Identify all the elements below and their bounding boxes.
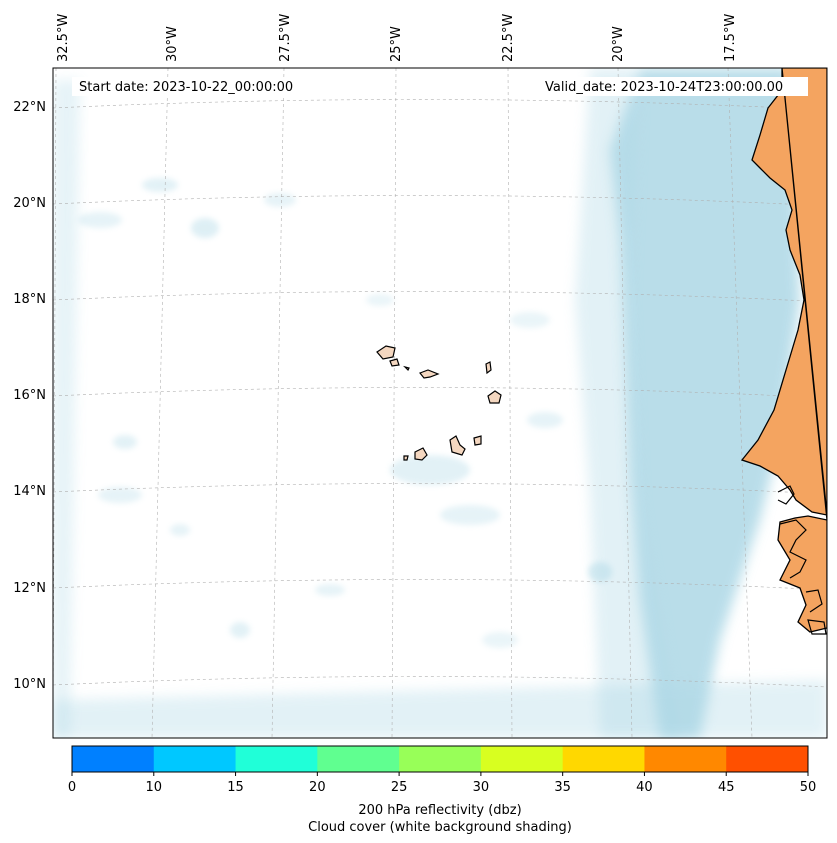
lon-label: 20°W (611, 26, 626, 62)
meridian-20w (617, 68, 633, 738)
colorbar-label-line1: 200 hPa reflectivity (dbz) (358, 803, 521, 818)
cloud-band-west (53, 80, 80, 738)
lon-label: 27.5°W (278, 14, 293, 62)
map-frame (52, 67, 828, 739)
cape-verde-islands (376, 345, 502, 461)
cloud-patch (527, 412, 563, 428)
colorbar-label-line2: Cloud cover (white background shading) (308, 820, 572, 835)
cloud-patch (390, 455, 470, 485)
lat-label: 22°N (13, 100, 46, 115)
colorbar-tick-label: 45 (718, 780, 735, 795)
lat-label: 18°N (13, 292, 46, 307)
colorbar-tick-label: 30 (473, 780, 490, 795)
valid-date-label: Valid_date: 2023-10-24T23:00:00.00 (545, 80, 783, 95)
cloud-cover-shading (53, 68, 827, 738)
lat-label: 20°N (13, 196, 46, 211)
colorbar-tick-label: 25 (391, 780, 408, 795)
island-santo-antao (376, 345, 396, 360)
cloud-band-east (610, 68, 800, 738)
cloud-patch (230, 622, 250, 638)
colorbar-frame (71, 745, 809, 773)
colorbar-segments (72, 746, 809, 772)
cloud-band-south (53, 680, 827, 738)
colorbar-segment (235, 746, 318, 772)
colorbar-tick-label: 40 (636, 780, 653, 795)
island-santiago (449, 435, 466, 456)
colorbar: 0 10 15 20 25 30 35 40 45 50 200 hPa reflectivity… (68, 745, 816, 835)
lon-label: 32.5°W (56, 14, 71, 62)
parallel-14n (53, 483, 827, 495)
cloud-patch (264, 193, 296, 207)
start-date-box (72, 77, 312, 96)
map-content (53, 68, 827, 738)
meridian-25w (391, 68, 397, 738)
meridian-22-5w (507, 68, 513, 738)
cloud-patch (170, 524, 190, 536)
lat-label: 14°N (13, 484, 46, 499)
cloud-patch (98, 487, 142, 503)
lon-label: 17.5°W (723, 14, 738, 62)
parallel-22n (53, 99, 827, 111)
colorbar-segment (72, 746, 155, 772)
cloud-patch (366, 294, 394, 306)
island-santa-luzia (403, 365, 410, 372)
cloud-patch (78, 212, 122, 228)
colorbar-tick-label: 50 (800, 780, 817, 795)
land-africa (740, 68, 827, 633)
colorbar-segment (726, 746, 809, 772)
cloud-patch (588, 562, 612, 582)
colorbar-segment (562, 746, 645, 772)
parallel-16n (53, 387, 827, 399)
cloud-patch (510, 312, 550, 328)
colorbar-segment (317, 746, 400, 772)
cloud-patch (482, 632, 518, 648)
colorbar-segment (399, 746, 482, 772)
parallel-10n (53, 676, 827, 688)
lat-label: 12°N (13, 581, 46, 596)
latitude-labels: 22°N 20°N 18°N 16°N 14°N 12°N 10°N (13, 100, 46, 692)
longitude-labels: 32.5°W 30°W 27.5°W 25°W 22.5°W 20°W 17.5… (56, 14, 738, 62)
island-sao-vicente (389, 358, 400, 367)
colorbar-tick-label: 10 (146, 780, 163, 795)
colorbar-ticks: 0 10 15 20 25 30 35 40 45 50 (68, 772, 816, 795)
island-boa-vista (487, 390, 502, 404)
start-date-label: Start date: 2023-10-22_00:00:00 (79, 80, 293, 95)
lon-label: 25°W (389, 26, 404, 62)
meridian-27-5w (271, 68, 285, 738)
island-fogo (414, 447, 428, 461)
colorbar-tick-label: 15 (227, 780, 244, 795)
meridian-17-5w (727, 68, 753, 738)
colorbar-tick-label: 20 (309, 780, 326, 795)
parallel-20n (53, 195, 827, 207)
colorbar-tick-label: 35 (554, 780, 571, 795)
coastline-detail (777, 485, 827, 635)
lon-label: 30°W (165, 26, 180, 62)
island-sal (485, 361, 492, 375)
colorbar-segment (644, 746, 727, 772)
valid-date-box (538, 77, 808, 96)
cloud-patch (191, 218, 219, 238)
cloud-patch (142, 178, 178, 192)
cloud-patch (440, 505, 500, 525)
lat-label: 16°N (13, 388, 46, 403)
island-maio (473, 435, 482, 446)
lat-label: 10°N (13, 677, 46, 692)
cloud-patch (315, 584, 345, 596)
island-sao-nicolau (419, 369, 440, 379)
parallel-12n (53, 579, 827, 591)
colorbar-segment (480, 746, 564, 772)
island-brava (403, 455, 409, 461)
cloud-patch (113, 435, 137, 449)
lon-label: 22.5°W (501, 14, 516, 62)
meridian-30w (151, 68, 169, 738)
parallel-18n (53, 291, 827, 303)
colorbar-segment (153, 746, 237, 772)
colorbar-tick-label: 0 (68, 780, 76, 795)
